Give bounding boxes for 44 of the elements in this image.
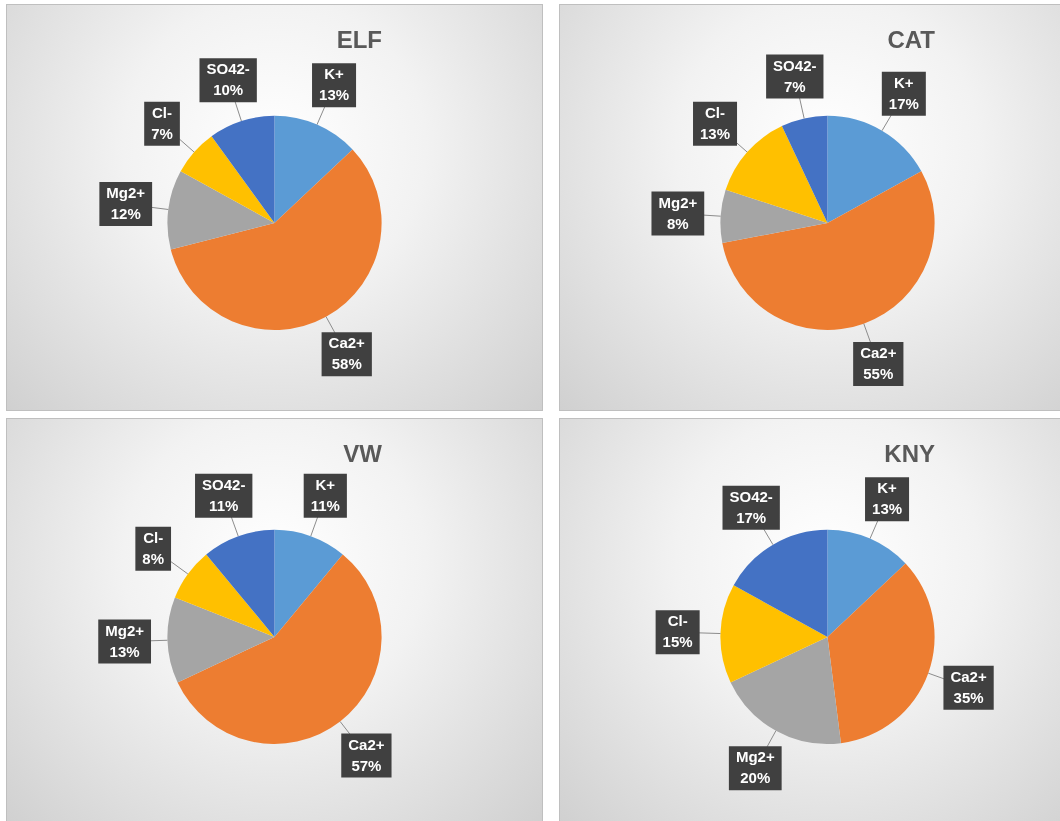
chart-title: CAT bbox=[887, 26, 936, 54]
data-label: 17% bbox=[888, 94, 919, 112]
slice-label: Cl- bbox=[705, 103, 726, 121]
data-label: 15% bbox=[662, 633, 693, 651]
slice-label: Ca2+ bbox=[950, 667, 987, 685]
slice-label: K+ bbox=[315, 475, 336, 493]
data-label: 13% bbox=[109, 642, 140, 660]
slice-label: Mg2+ bbox=[106, 184, 146, 202]
slice-label: Cl- bbox=[143, 528, 164, 546]
slice-label: K+ bbox=[877, 479, 898, 497]
data-label: 10% bbox=[213, 81, 244, 99]
slice-label: Ca2+ bbox=[348, 735, 385, 753]
data-label: 35% bbox=[953, 688, 984, 706]
chart-title: VW bbox=[343, 440, 383, 468]
slice-label: SO42- bbox=[202, 475, 246, 493]
data-label: 20% bbox=[740, 769, 771, 787]
data-label: 13% bbox=[872, 500, 903, 518]
slice-label: Cl- bbox=[667, 612, 688, 630]
data-label: 58% bbox=[331, 355, 362, 373]
data-label: 13% bbox=[700, 124, 731, 142]
data-label: 8% bbox=[667, 214, 689, 232]
chart-title: KNY bbox=[884, 440, 935, 468]
data-label: 11% bbox=[310, 496, 340, 514]
slice-label: K+ bbox=[894, 73, 914, 91]
data-label: 57% bbox=[351, 756, 382, 774]
data-label: 7% bbox=[783, 77, 806, 95]
data-label: 8% bbox=[142, 549, 165, 567]
slice-label: Mg2+ bbox=[735, 748, 775, 766]
slice-label: Ca2+ bbox=[328, 334, 366, 352]
data-label: 13% bbox=[319, 86, 350, 104]
slice-label: SO42- bbox=[773, 56, 817, 74]
data-label: 17% bbox=[736, 508, 767, 526]
data-label: 12% bbox=[110, 205, 141, 223]
data-label: 11% bbox=[209, 496, 239, 514]
slice-label: SO42- bbox=[206, 60, 250, 78]
slice-label: SO42- bbox=[729, 487, 773, 505]
data-label: 7% bbox=[151, 124, 173, 142]
slice-label: Cl- bbox=[152, 103, 173, 121]
slice-label: K+ bbox=[324, 65, 345, 83]
chart-title: ELF bbox=[336, 26, 382, 54]
slice-label: Mg2+ bbox=[658, 193, 698, 211]
data-label: 55% bbox=[863, 365, 894, 383]
slice-label: Mg2+ bbox=[105, 621, 145, 639]
slice-label: Ca2+ bbox=[860, 344, 897, 362]
